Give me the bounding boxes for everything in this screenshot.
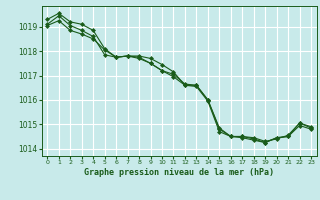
X-axis label: Graphe pression niveau de la mer (hPa): Graphe pression niveau de la mer (hPa) [84,168,274,177]
